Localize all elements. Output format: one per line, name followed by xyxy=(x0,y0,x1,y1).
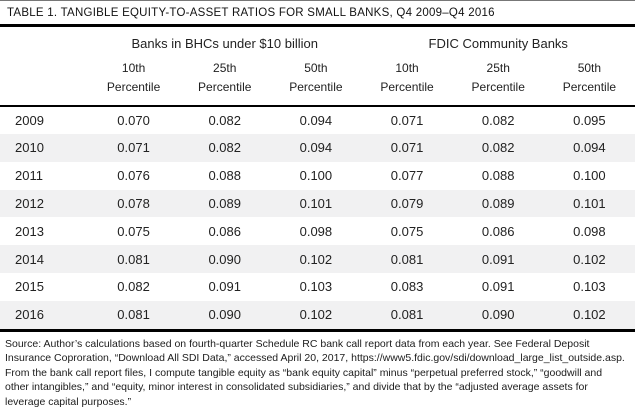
value-cell: 0.081 xyxy=(117,251,150,267)
value-cell: 0.103 xyxy=(299,279,333,295)
value-cell: 0.081 xyxy=(117,307,150,323)
value-cell: 0.082 xyxy=(481,113,515,129)
value-cell: 0.102 xyxy=(573,251,606,267)
source-note: Source: Author’s calculations based on f… xyxy=(5,337,625,408)
value-cell: 0.071 xyxy=(390,140,424,156)
value-cell: 0.088 xyxy=(481,168,515,184)
value-cell: 0.082 xyxy=(117,279,150,295)
table-row: 2010 0.071 0.082 0.094 0.071 0.082 0.094 xyxy=(0,133,635,162)
value-cell: 0.081 xyxy=(390,307,424,323)
column-header-fdic-10th: 10th Percentile xyxy=(380,61,434,94)
value-cell: 0.098 xyxy=(299,223,333,239)
value-cell: 0.101 xyxy=(573,195,606,211)
value-cell: 0.082 xyxy=(481,140,515,156)
value-cell: 0.082 xyxy=(208,113,241,129)
column-header-bhc-50th: 50th Percentile xyxy=(289,61,343,94)
value-cell: 0.091 xyxy=(481,279,515,295)
value-cell: 0.102 xyxy=(299,307,333,323)
value-cell: 0.091 xyxy=(208,279,241,295)
value-cell: 0.090 xyxy=(208,307,241,323)
value-cell: 0.086 xyxy=(208,223,241,239)
value-cell: 0.088 xyxy=(208,168,241,184)
corner-cell xyxy=(0,27,88,57)
value-cell: 0.094 xyxy=(299,140,333,156)
value-cell: 0.100 xyxy=(573,168,606,184)
value-cell: 0.091 xyxy=(481,251,515,267)
value-cell: 0.086 xyxy=(481,223,515,239)
value-cell: 0.090 xyxy=(208,251,241,267)
value-cell: 0.071 xyxy=(390,113,424,129)
value-cell: 0.098 xyxy=(573,223,606,239)
value-cell: 0.077 xyxy=(390,168,424,184)
year-cell: 2014 xyxy=(15,251,44,267)
value-cell: 0.102 xyxy=(299,251,333,267)
value-cell: 0.100 xyxy=(299,168,333,184)
corner-cell xyxy=(0,57,88,106)
value-cell: 0.078 xyxy=(117,195,150,211)
year-cell: 2016 xyxy=(15,307,44,323)
value-cell: 0.071 xyxy=(117,140,150,156)
value-cell: 0.081 xyxy=(390,251,424,267)
table-row: 2013 0.075 0.086 0.098 0.075 0.086 0.098 xyxy=(0,217,635,245)
value-cell: 0.083 xyxy=(390,279,424,295)
column-header-bhc-10th: 10th Percentile xyxy=(106,61,161,94)
value-cell: 0.089 xyxy=(481,195,515,211)
value-cell: 0.090 xyxy=(481,307,515,323)
equity-ratio-table: Banks in BHCs under $10 billion FDIC Com… xyxy=(0,27,635,329)
value-cell: 0.070 xyxy=(117,113,150,129)
year-cell: 2015 xyxy=(15,279,44,295)
value-cell: 0.075 xyxy=(117,223,150,239)
value-cell: 0.094 xyxy=(299,113,333,129)
value-cell: 0.094 xyxy=(573,140,606,156)
column-group-bhc: Banks in BHCs under $10 billion xyxy=(131,36,318,51)
table-row: 2015 0.082 0.091 0.103 0.083 0.091 0.103 xyxy=(0,273,635,301)
table-row: 2012 0.078 0.089 0.101 0.079 0.089 0.101 xyxy=(0,189,635,218)
value-cell: 0.095 xyxy=(573,113,606,129)
value-cell: 0.103 xyxy=(573,279,606,295)
table-title: TABLE 1. TANGIBLE EQUITY-TO-ASSET RATIOS… xyxy=(0,1,635,27)
value-cell: 0.082 xyxy=(208,140,241,156)
year-cell: 2013 xyxy=(15,223,44,239)
year-cell: 2012 xyxy=(15,195,44,211)
column-header-row: 10th Percentile 25th Percentile 50th Percen… xyxy=(0,57,635,106)
value-cell: 0.079 xyxy=(390,195,424,211)
column-group-row: Banks in BHCs under $10 billion FDIC Com… xyxy=(0,27,635,57)
value-cell: 0.102 xyxy=(573,307,606,323)
table-row: 2016 0.081 0.090 0.102 0.081 0.090 0.102 xyxy=(0,300,635,329)
column-group-fdic: FDIC Community Banks xyxy=(428,36,568,51)
value-cell: 0.076 xyxy=(117,168,150,184)
table-row: 2011 0.076 0.088 0.100 0.077 0.088 0.100 xyxy=(0,162,635,190)
value-cell: 0.075 xyxy=(390,223,424,239)
year-cell: 2011 xyxy=(15,168,43,184)
year-cell: 2009 xyxy=(15,113,44,129)
column-header-bhc-25th: 25th Percentile xyxy=(198,61,252,94)
bottom-rule xyxy=(0,328,635,332)
year-cell: 2010 xyxy=(15,140,44,156)
table-row: 2009 0.070 0.082 0.094 0.071 0.082 0.095 xyxy=(0,106,635,134)
column-header-fdic-25th: 25th Percentile xyxy=(471,61,525,94)
value-cell: 0.101 xyxy=(299,195,333,211)
value-cell: 0.089 xyxy=(208,195,241,211)
column-header-fdic-50th: 50th Percentile xyxy=(562,61,617,94)
table-row: 2014 0.081 0.090 0.102 0.081 0.091 0.102 xyxy=(0,245,635,273)
